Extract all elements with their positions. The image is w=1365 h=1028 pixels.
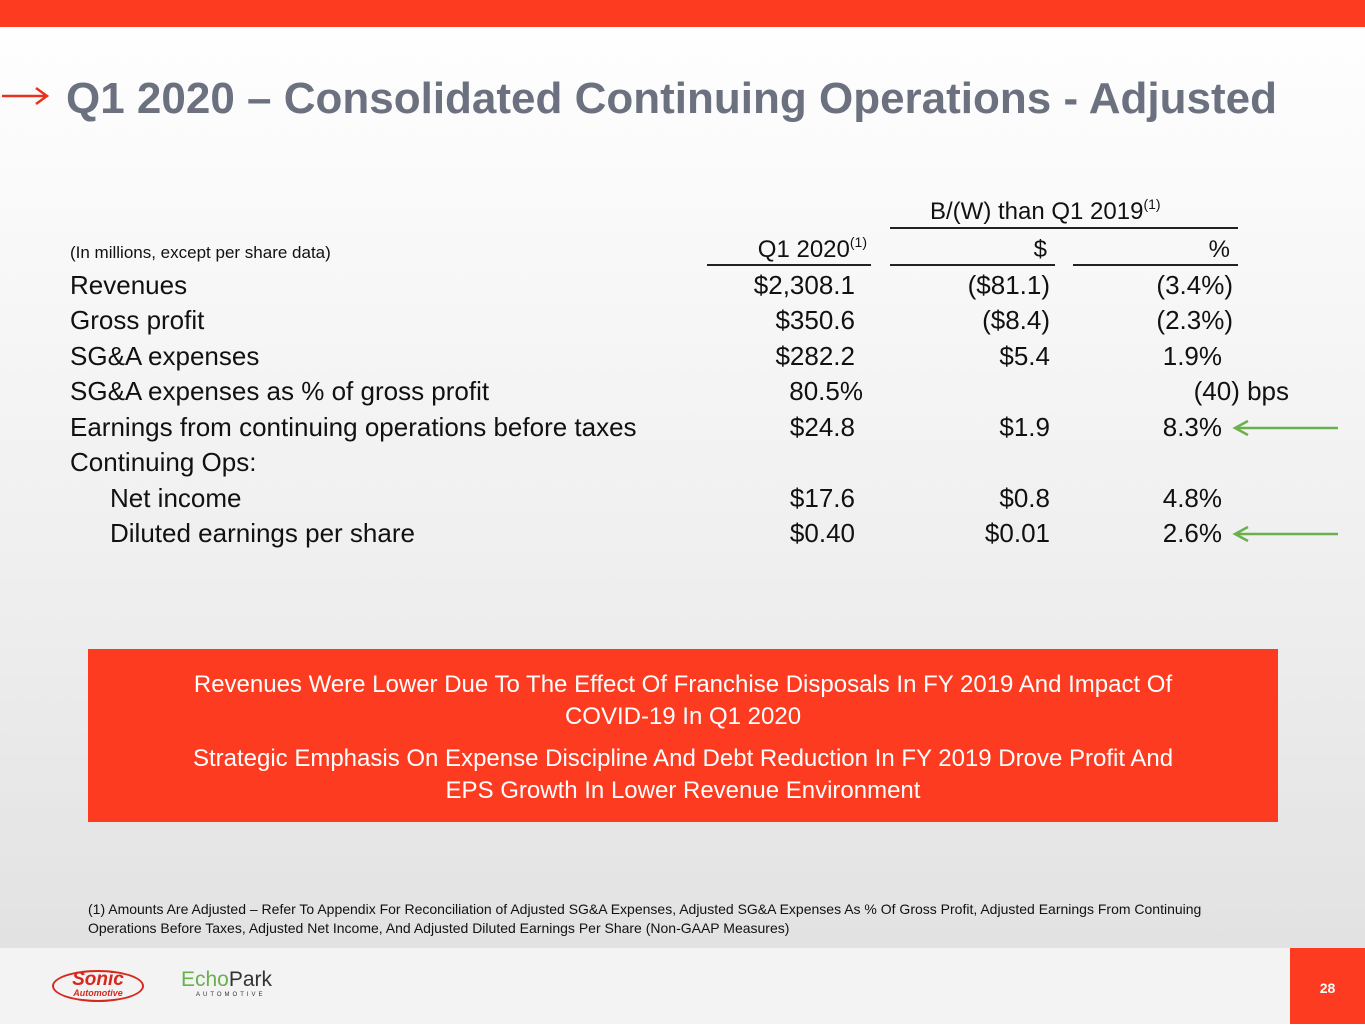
value-change-dollar: ($81.1) bbox=[967, 270, 1050, 300]
sonic-logo: Sonic Automotive bbox=[52, 970, 144, 1002]
row-label: Net income bbox=[110, 483, 242, 513]
divider bbox=[1073, 264, 1238, 266]
value-change-percent: (3.4%) bbox=[1156, 270, 1233, 300]
echopark-logo-park: Park bbox=[228, 968, 273, 991]
row-label: Diluted earnings per share bbox=[110, 518, 415, 548]
top-bar bbox=[0, 0, 1365, 27]
table-row: Diluted earnings per share $0.40 $0.01 2… bbox=[0, 518, 1365, 554]
row-label: Gross profit bbox=[70, 305, 205, 335]
row-label: Continuing Ops: bbox=[70, 447, 257, 477]
row-label: SG&A expenses bbox=[70, 341, 260, 371]
col-header-dollar: $ bbox=[1033, 236, 1047, 263]
callout-box: Revenues Were Lower Due To The Effect Of… bbox=[88, 649, 1278, 822]
divider bbox=[707, 264, 871, 266]
table-row: SG&A expenses $282.2 $5.4 1.9% bbox=[0, 341, 1365, 377]
green-arrow-icon bbox=[1232, 419, 1338, 437]
table-row: Continuing Ops: bbox=[0, 447, 1365, 483]
echopark-logo: EchoPark AUTOMOTIVE bbox=[181, 968, 272, 998]
value-change-percent: 1.9% bbox=[1162, 341, 1222, 371]
value-change-dollar: $0.01 bbox=[984, 518, 1050, 548]
green-arrow-icon bbox=[1232, 525, 1338, 543]
footnote-ref: (1) bbox=[849, 234, 867, 250]
table-row: Net income $17.6 $0.8 4.8% bbox=[0, 483, 1365, 519]
group-header: B/(W) than Q1 2019(1) bbox=[930, 196, 1161, 226]
value-change-dollar: ($8.4) bbox=[982, 305, 1050, 335]
value-q1-2020: $17.6 bbox=[789, 483, 855, 513]
value-q1-2020: $0.40 bbox=[789, 518, 855, 548]
row-label: Earnings from continuing operations befo… bbox=[70, 412, 637, 442]
divider bbox=[890, 264, 1055, 266]
table-row: Revenues $2,308.1 ($81.1) (3.4%) bbox=[0, 270, 1365, 306]
echopark-logo-echo: Echo bbox=[181, 968, 229, 991]
units-note: (In millions, except per share data) bbox=[70, 243, 331, 262]
value-change-percent: (40) bps bbox=[1193, 376, 1289, 406]
value-q1-2020: $350.6 bbox=[775, 305, 855, 335]
callout-line-1: Revenues Were Lower Due To The Effect Of… bbox=[193, 671, 1173, 730]
col-header-q1-2020: Q1 2020(1) bbox=[757, 234, 867, 264]
value-change-dollar: $5.4 bbox=[999, 341, 1050, 371]
value-q1-2020: 80.5% bbox=[789, 376, 863, 406]
footer: Sonic Automotive EchoPark AUTOMOTIVE bbox=[0, 948, 1365, 1024]
echopark-logo-subtext: AUTOMOTIVE bbox=[196, 992, 266, 998]
sonic-logo-text: Sonic bbox=[72, 969, 124, 990]
col-header-percent: % bbox=[1208, 236, 1230, 263]
footnote-ref: (1) bbox=[1143, 196, 1161, 212]
sonic-logo-subtext: Automotive bbox=[73, 988, 123, 998]
value-change-dollar: $0.8 bbox=[999, 483, 1050, 513]
footnote: (1) Amounts Are Adjusted – Refer To Appe… bbox=[88, 901, 1202, 936]
value-change-percent: 8.3% bbox=[1162, 412, 1222, 442]
value-change-percent: 4.8% bbox=[1162, 483, 1222, 513]
table-row: SG&A expenses as % of gross profit 80.5%… bbox=[0, 376, 1365, 412]
arrow-right-icon bbox=[2, 86, 50, 106]
value-change-percent: 2.6% bbox=[1162, 518, 1222, 548]
table-row: Gross profit $350.6 ($8.4) (2.3%) bbox=[0, 305, 1365, 341]
page-number: 28 bbox=[1290, 948, 1365, 1024]
value-q1-2020: $24.8 bbox=[789, 412, 855, 442]
row-label: SG&A expenses as % of gross profit bbox=[70, 376, 490, 406]
group-header-text: B/(W) than Q1 2019 bbox=[930, 198, 1144, 225]
callout-line-2: Strategic Emphasis On Expense Discipline… bbox=[192, 745, 1174, 804]
value-q1-2020: $2,308.1 bbox=[753, 270, 855, 300]
row-label: Revenues bbox=[70, 270, 188, 300]
table-row: Earnings from continuing operations befo… bbox=[0, 412, 1365, 448]
value-change-percent: (2.3%) bbox=[1156, 305, 1233, 335]
value-change-dollar: $1.9 bbox=[999, 412, 1050, 442]
page-title: Q1 2020 – Consolidated Continuing Operat… bbox=[66, 74, 1277, 123]
divider bbox=[890, 227, 1238, 229]
col-header-text: Q1 2020 bbox=[757, 236, 850, 263]
value-q1-2020: $282.2 bbox=[775, 341, 855, 371]
